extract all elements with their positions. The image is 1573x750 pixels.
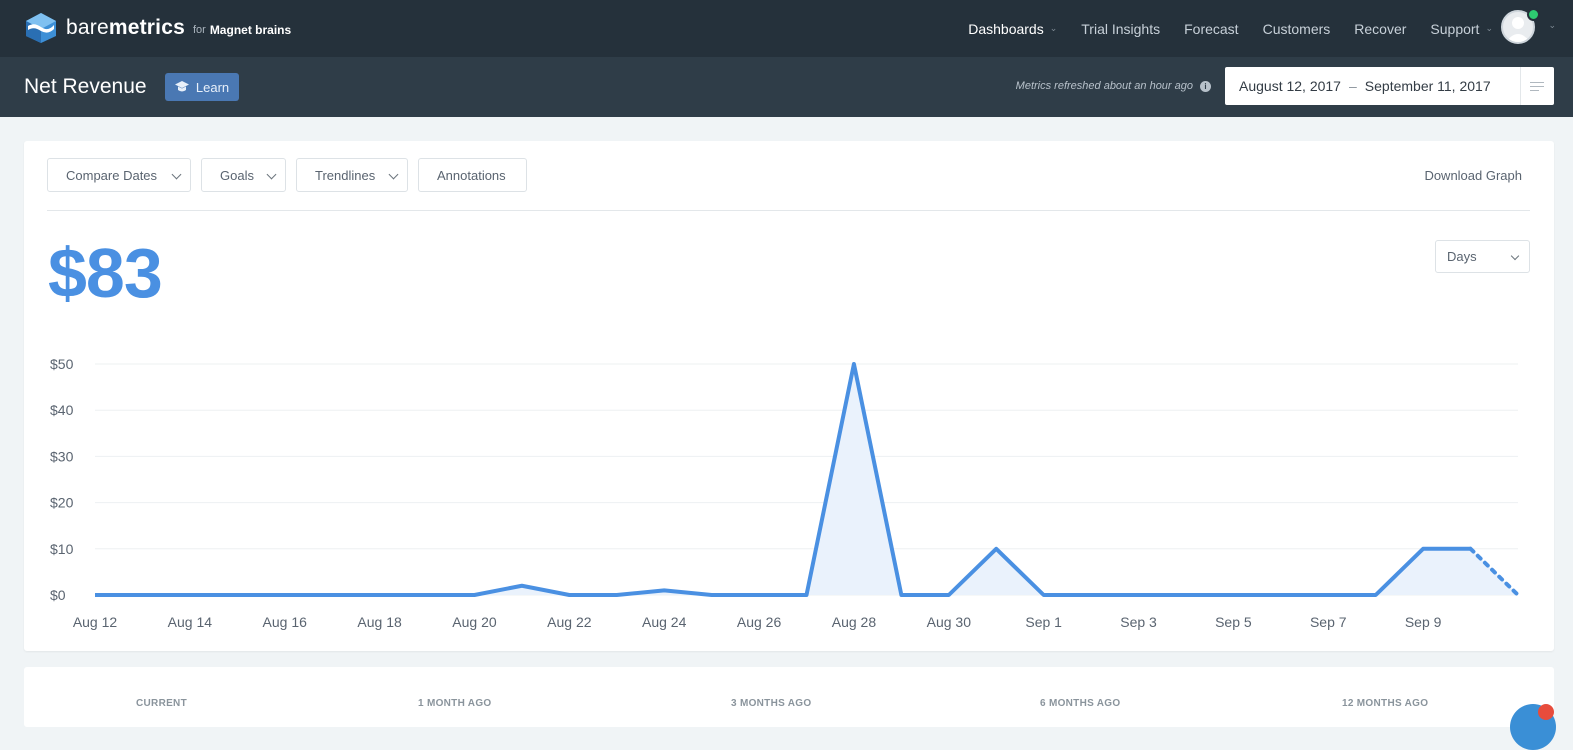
nav-trial-insights[interactable]: Trial Insights — [1081, 21, 1160, 37]
annotations-button[interactable]: Annotations — [418, 158, 527, 192]
series-line-projection — [1468, 546, 1520, 597]
x-tick-label: Aug 16 — [263, 614, 308, 630]
avatar[interactable] — [1501, 10, 1535, 44]
brand-for-text: for — [192, 24, 206, 36]
brand[interactable]: baremetrics for Magnet brains — [24, 12, 291, 44]
chevron-down-icon: ⌄ — [1485, 23, 1493, 33]
refresh-status: Metrics refreshed about an hour ago i — [1016, 80, 1211, 92]
x-tick-label: Sep 9 — [1405, 614, 1442, 630]
x-tick-label: Aug 22 — [547, 614, 592, 630]
summary-label-12-months: 12 MONTHS AGO — [1342, 698, 1429, 709]
nav-recover-label: Recover — [1354, 20, 1407, 37]
user-icon — [1506, 17, 1530, 42]
x-tick-label: Aug 24 — [642, 614, 687, 630]
nav-support-label: Support — [1430, 20, 1480, 37]
compare-dates-label: Compare Dates — [66, 167, 158, 183]
nav-dashboards[interactable]: Dashboards ⌄ — [968, 21, 1057, 37]
main-nav: Dashboards ⌄ Trial Insights Forecast Cus… — [944, 0, 1493, 57]
online-status-icon — [1527, 8, 1540, 21]
nav-dashboards-label: Dashboards — [968, 20, 1044, 37]
x-tick-label: Sep 7 — [1310, 614, 1347, 630]
goals-button[interactable]: Goals — [201, 158, 286, 192]
trendlines-button[interactable]: Trendlines — [296, 158, 408, 192]
summary-label-6-months: 6 MONTHS AGO — [1040, 698, 1121, 709]
graduation-cap-icon — [174, 81, 189, 92]
brand-organization: Magnet brains — [209, 23, 292, 37]
summary-label-1-month: 1 MONTH AGO — [418, 698, 492, 709]
nav-recover[interactable]: Recover — [1354, 21, 1406, 37]
x-tick-label: Aug 12 — [73, 614, 118, 630]
nav-trial-insights-label: Trial Insights — [1081, 20, 1161, 37]
top-navigation-bar: baremetrics for Magnet brains Dashboards… — [0, 0, 1573, 57]
notification-badge — [1538, 704, 1554, 720]
area-fill — [95, 364, 1518, 595]
brand-name: baremetrics — [66, 16, 185, 39]
date-separator: – — [1348, 78, 1357, 94]
x-tick-label: Aug 20 — [452, 614, 497, 630]
x-tick-label: Aug 30 — [927, 614, 972, 630]
summary-label-current: CURRENT — [136, 698, 187, 709]
summary-label-3-months: 3 MONTHS AGO — [731, 698, 812, 709]
trendlines-label: Trendlines — [315, 167, 376, 183]
nav-forecast-label: Forecast — [1184, 20, 1239, 37]
y-tick-label: $30 — [50, 448, 74, 464]
y-tick-label: $40 — [50, 402, 74, 418]
compare-dates-button[interactable]: Compare Dates — [47, 158, 191, 192]
x-tick-label: Aug 26 — [737, 614, 782, 630]
nav-forecast[interactable]: Forecast — [1184, 21, 1238, 37]
series-line — [95, 362, 1471, 597]
interval-select-value: Days — [1447, 249, 1477, 264]
x-tick-label: Aug 28 — [832, 614, 877, 630]
x-tick-label: Aug 14 — [168, 614, 213, 630]
annotations-label: Annotations — [437, 167, 506, 183]
date-options-button[interactable] — [1519, 67, 1555, 105]
date-range-picker[interactable]: August 12, 2017– September 11, 2017 — [1225, 67, 1554, 105]
menu-lines-icon — [1530, 79, 1545, 94]
y-tick-label: $10 — [50, 541, 74, 557]
chart-card: Compare Dates Goals Trendlines Annotatio… — [24, 141, 1554, 651]
refresh-text: Metrics refreshed about an hour ago — [1015, 80, 1193, 92]
divider — [47, 210, 1530, 211]
chevron-down-icon[interactable]: ⌄ — [1548, 20, 1556, 30]
y-tick-label: $50 — [50, 356, 74, 372]
x-tick-label: Sep 5 — [1215, 614, 1252, 630]
summary-card: CURRENT 1 MONTH AGO 3 MONTHS AGO 6 MONTH… — [24, 667, 1554, 727]
date-start: August 12, 2017 — [1239, 78, 1341, 94]
net-revenue-chart: $0 $10 $20 $30 $40 $50 Aug 12 Aug 14 Aug 16 Aug 1… — [50, 356, 1520, 630]
date-end: September 11, 2017 — [1364, 78, 1491, 94]
x-tick-label: Sep 1 — [1025, 614, 1062, 630]
chevron-down-icon: ⌄ — [1049, 23, 1058, 33]
learn-button-label: Learn — [195, 79, 230, 95]
download-graph-link[interactable]: Download Graph — [1424, 168, 1522, 183]
page-header: Net Revenue Learn Metrics refreshed abou… — [0, 57, 1573, 117]
nav-customers[interactable]: Customers — [1263, 21, 1331, 37]
x-tick-label: Sep 3 — [1120, 614, 1157, 630]
date-range-text: August 12, 2017– September 11, 2017 — [1225, 78, 1520, 94]
nav-customers-label: Customers — [1262, 20, 1331, 37]
interval-select[interactable]: Days — [1435, 240, 1530, 273]
info-icon[interactable]: i — [1200, 80, 1211, 92]
page-title: Net Revenue — [24, 75, 147, 98]
goals-label: Goals — [220, 167, 254, 183]
y-tick-label: $0 — [50, 587, 66, 603]
nav-support[interactable]: Support ⌄ — [1430, 21, 1493, 37]
learn-button[interactable]: Learn — [165, 73, 239, 101]
metric-value: $83 — [48, 234, 163, 312]
y-tick-label: $20 — [50, 495, 74, 511]
baremetrics-logo-icon — [26, 13, 56, 43]
x-tick-label: Aug 18 — [357, 614, 402, 630]
